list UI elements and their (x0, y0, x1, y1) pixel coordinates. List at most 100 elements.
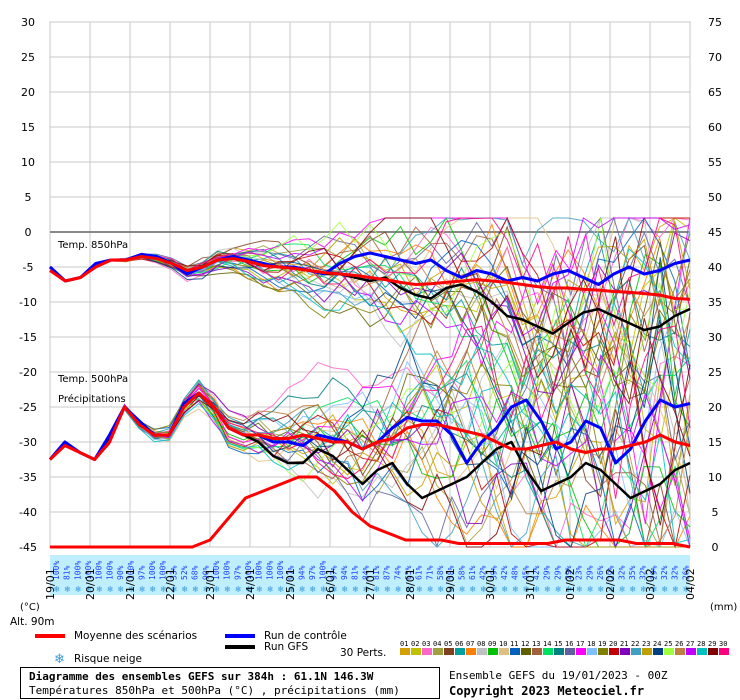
snowflake-icon: ❄ (406, 585, 412, 595)
y-tick-label: -10 (19, 296, 37, 309)
annot-precip: Précipitations (58, 393, 126, 405)
pert-number: 11 (510, 640, 519, 648)
x-tick-label: 22/01 (164, 568, 177, 600)
snow-risk-value: 81% (351, 565, 360, 580)
pert-color-cell (631, 648, 641, 655)
series-850-1 (48, 251, 691, 286)
footer-subtitle: Températures 850hPa et 500hPa (°C) , pré… (29, 684, 400, 697)
pert-color-cell (708, 648, 718, 655)
pert-color-cell (719, 648, 729, 655)
snow-risk-value: 81% (372, 565, 381, 580)
snow-risk-value: 100% (159, 561, 168, 580)
snow-risk-value: 29% (585, 565, 594, 580)
snowflake-icon: ❄ (427, 585, 433, 595)
snow-risk-value: 39% (489, 565, 498, 580)
snowflake-icon: ❄ (65, 585, 71, 595)
snow-risk-value: 87% (383, 565, 392, 580)
annot-500: Temp. 500hPa (57, 374, 128, 385)
y2-tick-label: 5 (712, 506, 719, 519)
snow-risk-value: 100% (255, 561, 264, 580)
y2-tick-label: 10 (708, 471, 722, 484)
snowflake-icon: ❄ (449, 585, 455, 595)
run-info: Ensemble GEFS du 19/01/2023 - 00Z (449, 669, 668, 682)
snowflake-icon: ❄ (651, 585, 657, 595)
footer-title: Diagramme des ensembles GEFS sur 384h : … (29, 670, 374, 683)
mean-label: Moyenne des scénarios (74, 630, 198, 642)
pert-color-cell (532, 648, 542, 655)
y-tick-label: 5 (25, 191, 32, 204)
snowflake-icon: ❄ (374, 585, 380, 595)
snow-risk-value: 100% (84, 561, 93, 580)
pert-color-cell (565, 648, 575, 655)
snow-risk-value: 32% (671, 565, 680, 580)
y-tick-label: 30 (21, 16, 35, 29)
snow-risk-value: 90% (201, 565, 210, 580)
y-tick-label: -35 (19, 471, 37, 484)
snow-risk-value: 26% (681, 565, 690, 580)
snowflake-icon: ❄ (363, 585, 369, 595)
y-tick-label: 0 (25, 226, 32, 239)
y2-tick-label: 0 (712, 541, 719, 554)
snow-risk-value: 42% (500, 565, 509, 580)
alt-label: Alt. 90m (10, 616, 55, 628)
snowflake-icon: ❄ (75, 585, 81, 595)
pert-number: 03 (422, 640, 431, 648)
snowflake-icon: ❄ (555, 585, 561, 595)
snowflake-icon: ❄ (86, 585, 92, 595)
control-swatch (225, 634, 255, 638)
snowflake-icon: ❄ (54, 652, 65, 667)
x-tick-label: 25/01 (284, 568, 297, 600)
snowflake-icon: ❄ (470, 585, 476, 595)
pert-color-cell (554, 648, 564, 655)
snowflake-icon: ❄ (246, 585, 252, 595)
snow-risk-band: 100%❄81%❄100%❄100%❄100%❄100%❄90%❄100%❄97… (50, 555, 690, 595)
pert-line (49, 216, 691, 548)
snowflake-icon: ❄ (97, 585, 103, 595)
pert-number: 04 (433, 640, 442, 648)
snowflake-icon: ❄ (107, 585, 113, 595)
snowflake-icon: ❄ (673, 585, 679, 595)
y2-tick-label: 45 (708, 226, 722, 239)
pert-color-cell (422, 648, 432, 655)
gfs-label: Run GFS (264, 641, 309, 653)
footer-box: Diagramme des ensembles GEFS sur 384h : … (20, 667, 440, 699)
pert-line (49, 260, 691, 486)
y-tick-label: -30 (19, 436, 37, 449)
snow-risk-value: 100% (105, 561, 114, 580)
x-tick-label: 30/01 (484, 568, 497, 600)
snowflake-icon: ❄ (641, 585, 647, 595)
y-tick-label: -40 (19, 506, 37, 519)
pert-color-cell (609, 648, 619, 655)
series-850-0 (49, 255, 691, 301)
pert-color-cell (642, 648, 652, 655)
snow-risk-value: 97% (287, 565, 296, 580)
main-series-lines (48, 251, 691, 549)
y2-tick-label: 25 (708, 366, 722, 379)
snow-risk-value: 100% (148, 561, 157, 580)
pert-color-cell (664, 648, 674, 655)
pert-number: 10 (499, 640, 508, 648)
annot-850: Temp. 850hPa (57, 240, 128, 251)
snow-risk-value: 97% (233, 565, 242, 580)
snowflake-icon: ❄ (523, 585, 529, 595)
y-tick-label: -45 (19, 541, 37, 554)
snowflake-icon: ❄ (417, 585, 423, 595)
snow-risk-value: 42% (532, 565, 541, 580)
x-tick-label: 19/01 (44, 568, 57, 600)
pert-number: 02 (411, 640, 420, 648)
snow-risk-value: 35% (628, 565, 637, 580)
snow-risk-value: 90% (116, 565, 125, 580)
pert-color-cell (521, 648, 531, 655)
snow-risk-value: 100% (212, 561, 221, 580)
snowflake-icon: ❄ (129, 585, 135, 595)
snowflake-icon: ❄ (491, 585, 497, 595)
snow-risk-value: 61% (415, 565, 424, 580)
snow-risk-value: 81% (63, 565, 72, 580)
snow-risk-value: 100% (276, 561, 285, 580)
x-tick-label: 20/01 (84, 568, 97, 600)
x-tick-label: 04/02 (684, 568, 697, 600)
snow-risk-value: 65% (404, 565, 413, 580)
series-precip-0 (50, 475, 691, 549)
pert-number: 09 (488, 640, 497, 648)
copyright: Copyright 2023 Meteociel.fr (449, 684, 645, 698)
